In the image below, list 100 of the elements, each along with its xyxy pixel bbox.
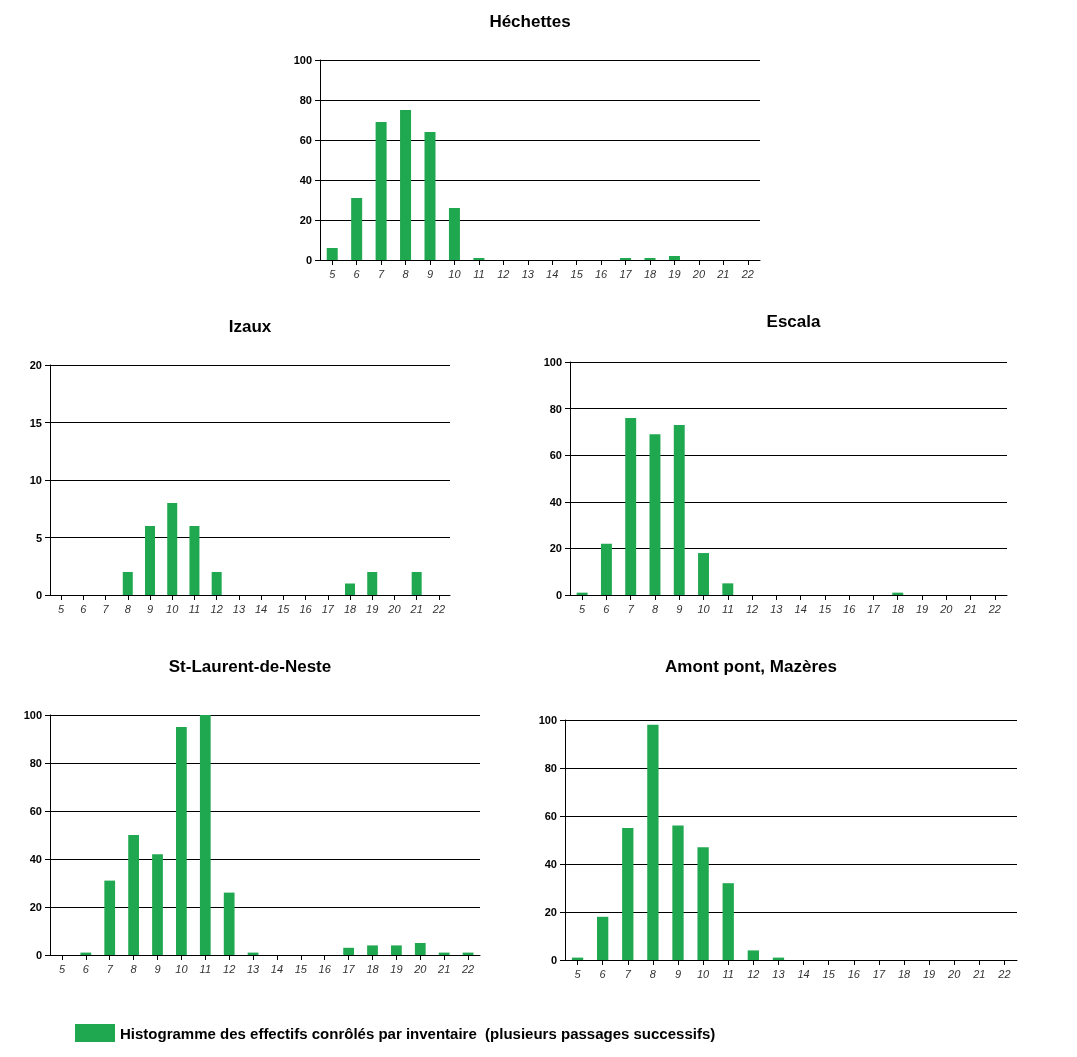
x-tick-label: 18 <box>343 602 357 615</box>
x-tick-label: 6 <box>599 967 607 980</box>
x-tick-label: 21 <box>409 602 423 615</box>
bar <box>697 847 709 960</box>
x-tick-label: 11 <box>188 602 201 615</box>
bar <box>326 248 338 260</box>
x-tick-label: 18 <box>897 967 911 980</box>
x-tick-label: 18 <box>643 267 657 280</box>
bar <box>673 424 685 595</box>
bar <box>722 883 734 960</box>
y-tick-label: 20 <box>29 901 42 913</box>
y-tick-label: 80 <box>544 762 557 774</box>
bar <box>597 916 609 960</box>
x-tick-label: 7 <box>627 602 635 615</box>
x-tick-label: 12 <box>745 602 759 615</box>
bar <box>600 543 612 595</box>
legend-label: Histogramme des effectifs conrôlés par inventaire (plusieurs passages successifs) <box>120 1024 716 1042</box>
x-tick-label: 19 <box>366 602 379 615</box>
y-tick-label: 0 <box>35 589 42 601</box>
x-tick-label: 19 <box>390 962 403 975</box>
x-tick-label: 7 <box>102 602 110 615</box>
bar <box>343 947 354 955</box>
x-tick-label: 22 <box>460 962 475 975</box>
bar <box>448 208 460 260</box>
x-tick-label: 21 <box>972 967 986 980</box>
y-tick-label: 20 <box>29 359 42 371</box>
y-tick-label: 40 <box>299 174 312 186</box>
bar <box>128 835 139 955</box>
y-tick-label: 60 <box>549 449 562 462</box>
x-tick-label: 22 <box>431 602 446 615</box>
y-tick-label: 20 <box>549 542 562 555</box>
y-tick-label: 100 <box>543 356 562 368</box>
y-tick-label: 0 <box>305 254 312 266</box>
x-tick-label: 13 <box>772 967 786 980</box>
y-tick-label: 60 <box>544 810 557 822</box>
x-tick-label: 12 <box>210 602 223 615</box>
x-tick-label: 8 <box>402 267 410 280</box>
bar <box>668 256 680 260</box>
y-tick-label: 80 <box>299 94 312 106</box>
x-tick-label: 13 <box>232 602 246 615</box>
bar <box>424 132 436 260</box>
x-tick-label: 8 <box>649 967 657 980</box>
x-tick-label: 17 <box>321 602 335 615</box>
bar <box>189 526 200 595</box>
x-tick-label: 11 <box>473 267 485 280</box>
x-tick-label: 5 <box>329 267 337 280</box>
y-tick-label: 40 <box>544 858 557 870</box>
x-tick-label: 15 <box>277 602 291 615</box>
x-tick-label: 12 <box>497 267 510 280</box>
bar <box>199 715 211 955</box>
x-tick-label: 11 <box>199 962 211 975</box>
y-tick-label: 80 <box>29 757 42 769</box>
bar <box>152 854 163 955</box>
y-tick-label: 80 <box>549 402 562 415</box>
x-tick-label: 13 <box>521 267 535 280</box>
x-tick-label: 7 <box>378 267 386 280</box>
y-tick-label: 40 <box>549 495 562 508</box>
x-tick-label: 15 <box>570 267 584 280</box>
x-tick-label: 20 <box>387 602 402 615</box>
bar <box>211 572 222 595</box>
x-tick-label: 8 <box>130 962 138 975</box>
x-tick-label: 14 <box>270 962 284 975</box>
x-tick-label: 9 <box>426 267 434 280</box>
x-tick-label: 5 <box>58 602 66 615</box>
bar <box>375 122 387 260</box>
bar <box>145 526 155 595</box>
bar <box>647 724 659 960</box>
chart-title: Escala <box>766 312 821 331</box>
x-tick-label: 6 <box>603 602 611 615</box>
x-tick-label: 16 <box>594 267 609 280</box>
x-tick-label: 20 <box>691 267 706 280</box>
x-tick-label: 5 <box>574 967 582 980</box>
y-tick-label: 0 <box>550 954 557 966</box>
x-tick-label: 17 <box>342 962 356 975</box>
x-tick-label: 12 <box>747 967 760 980</box>
x-tick-label: 10 <box>448 267 462 280</box>
bar <box>367 572 378 595</box>
bar <box>672 825 684 960</box>
x-tick-label: 14 <box>546 267 559 280</box>
bar <box>122 572 133 595</box>
x-tick-label: 18 <box>366 962 380 975</box>
y-tick-label: 10 <box>29 474 42 486</box>
chart-title: Izaux <box>228 317 272 336</box>
bar <box>649 434 661 595</box>
bar <box>698 553 709 595</box>
x-tick-label: 15 <box>822 967 836 980</box>
x-tick-label: 10 <box>697 602 711 615</box>
x-tick-label: 11 <box>722 602 734 615</box>
x-tick-label: 12 <box>223 962 236 975</box>
x-tick-label: 19 <box>668 267 681 280</box>
bar <box>345 583 355 595</box>
y-tick-label: 100 <box>293 54 312 66</box>
x-tick-label: 16 <box>847 967 861 980</box>
x-tick-label: 16 <box>299 602 313 615</box>
x-tick-label: 9 <box>676 602 683 615</box>
x-tick-label: 6 <box>82 962 90 975</box>
x-tick-label: 14 <box>794 602 807 615</box>
x-tick-label: 10 <box>175 962 189 975</box>
y-tick-label: 100 <box>23 709 42 721</box>
x-tick-label: 7 <box>624 967 632 980</box>
